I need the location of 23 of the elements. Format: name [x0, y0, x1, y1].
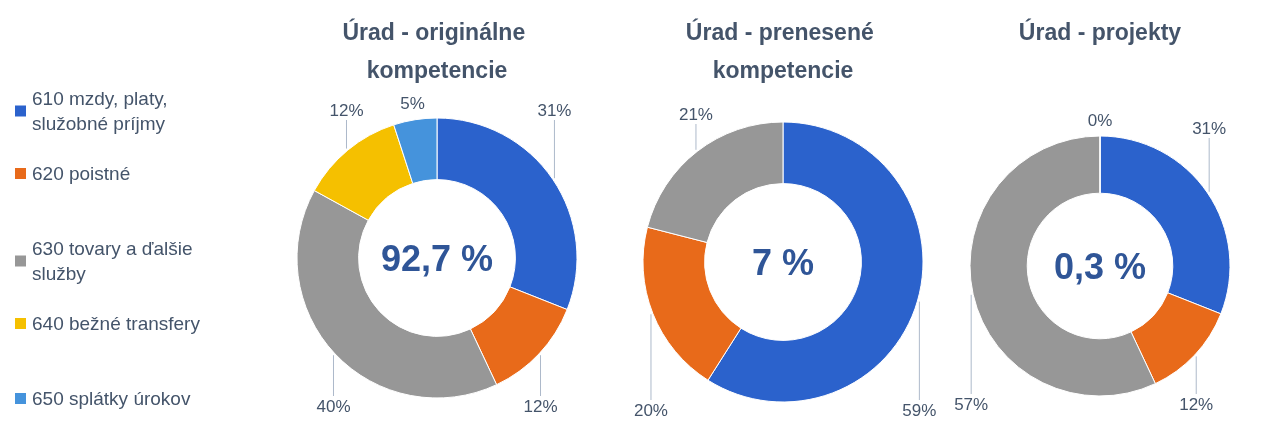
chart-title: Úrad - originálne kompetencie [342, 18, 532, 83]
text: 0% [1087, 110, 1113, 130]
text: 0,3 % [1053, 245, 1147, 287]
data-label: 12% [329, 100, 364, 120]
legend-label: 610 mzdy, platy, služobné príjmy [32, 88, 173, 134]
data-label: 20% [633, 400, 668, 420]
legend-label: 640 bežné transfery [32, 313, 201, 334]
legend-label: 650 splátky úrokov [32, 388, 191, 409]
data-label: 40% [316, 396, 351, 416]
legend-label: 630 tovary a ďalšie služby [32, 238, 198, 284]
data-label: 21% [678, 104, 713, 124]
data-label: 12% [1179, 394, 1214, 414]
data-label: 12% [523, 396, 558, 416]
text: 92,7 % [380, 237, 494, 279]
data-label: 31% [1192, 118, 1227, 138]
data-label: 5% [400, 94, 425, 114]
text: 7 % [751, 241, 815, 283]
data-label: 59% [902, 400, 937, 420]
legend-label: 620 poistné [32, 163, 131, 184]
chart-title: Úrad - projekty [1018, 18, 1182, 45]
data-label: 57% [954, 394, 989, 414]
data-label: 31% [537, 100, 572, 120]
chart-title: Úrad - prenesené kompetencie [685, 18, 881, 83]
